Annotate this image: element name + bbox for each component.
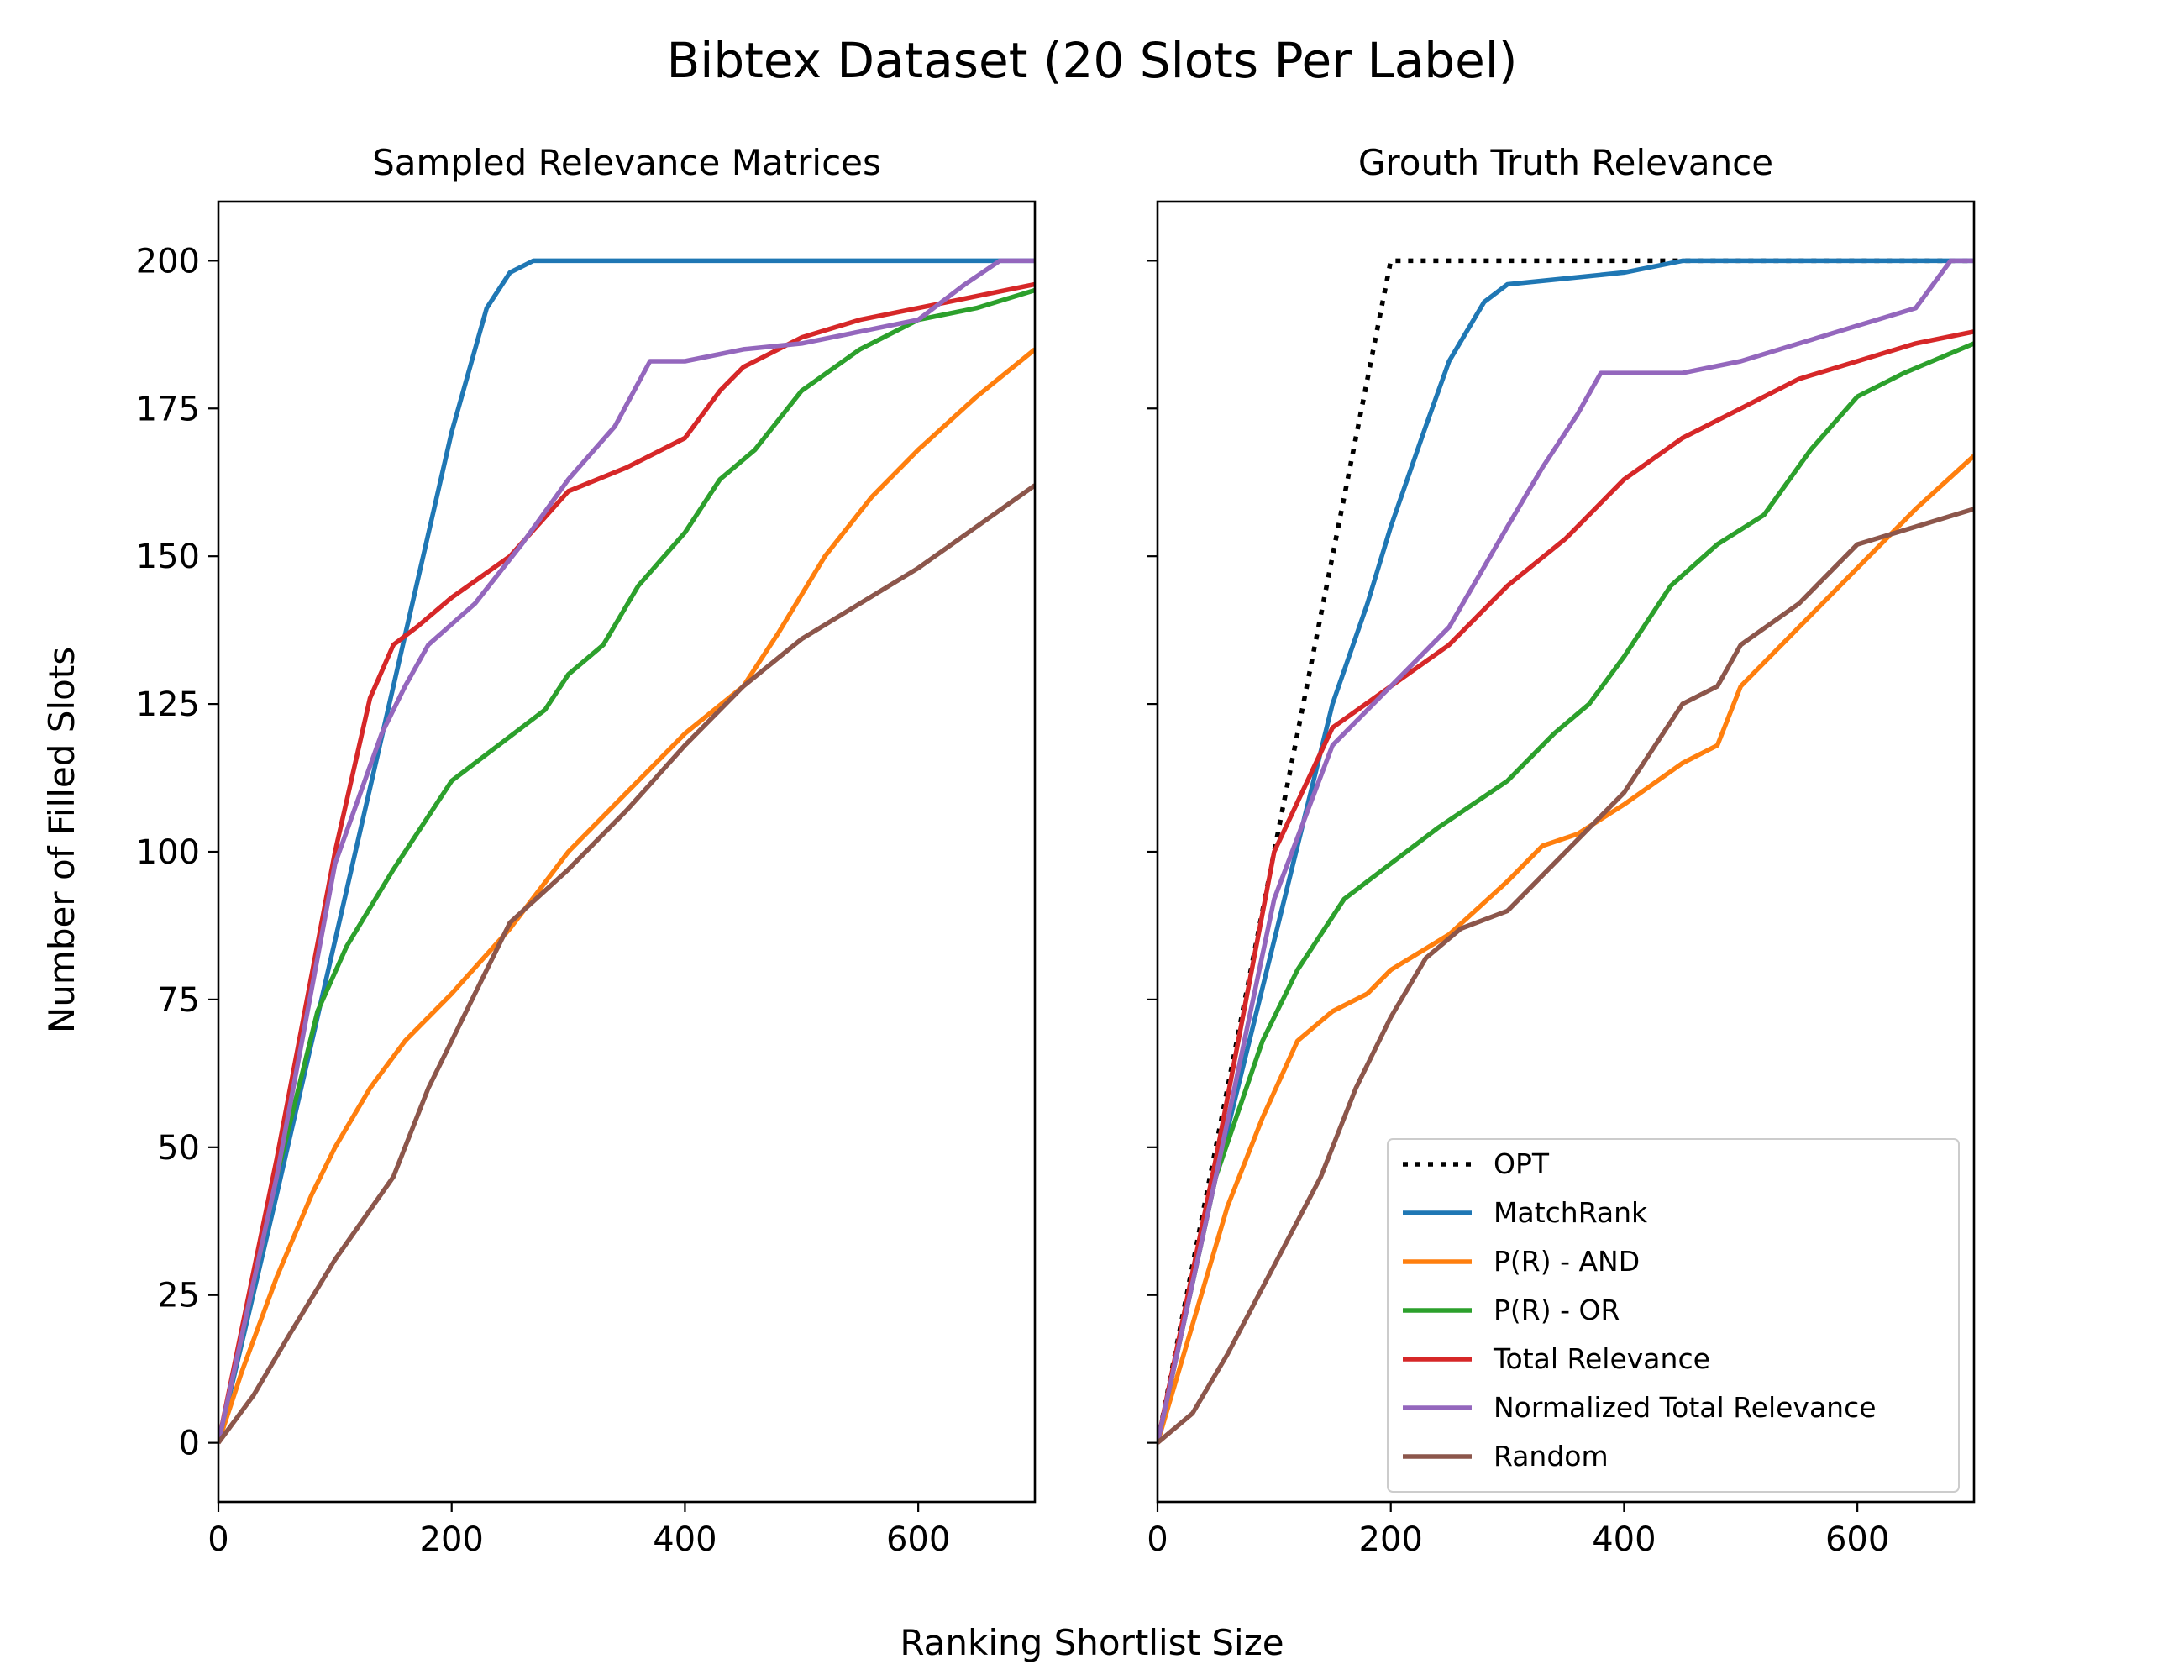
series-lines xyxy=(218,258,1035,1445)
panel-title: Grouth Truth Relevance xyxy=(1358,142,1773,183)
legend-box xyxy=(1387,1138,1960,1493)
x-tick-label: 200 xyxy=(1359,1520,1423,1559)
legend-label-total-relevance: Total Relevance xyxy=(1493,1342,1710,1375)
x-tick-label: 0 xyxy=(1147,1520,1168,1559)
y-tick-label: 100 xyxy=(136,833,200,872)
figure-suptitle: Bibtex Dataset (20 Slots Per Label) xyxy=(666,32,1517,89)
legend-label-random: Random xyxy=(1494,1440,1609,1473)
series-line-p-r-or xyxy=(1158,341,1974,1444)
y-tick-label: 25 xyxy=(157,1277,200,1315)
series-line-random xyxy=(1158,507,1974,1445)
x-tick-label: 600 xyxy=(1825,1520,1889,1559)
series-line-p-r-and xyxy=(1158,454,1974,1444)
y-tick-label: 150 xyxy=(136,538,200,576)
y-tick-label: 125 xyxy=(136,685,200,724)
y-tick-label: 175 xyxy=(136,390,200,428)
series-line-matchrank xyxy=(1158,258,1974,1444)
figure-xlabel: Ranking Shortlist Size xyxy=(900,1622,1284,1663)
series-line-random xyxy=(218,483,1035,1445)
series-line-total-relevance xyxy=(218,281,1035,1444)
legend-label-matchrank: MatchRank xyxy=(1494,1196,1648,1229)
series-line-total-relevance xyxy=(1158,329,1974,1444)
series-line-p-r-and xyxy=(218,347,1035,1444)
series-line-normalized-total-relevance xyxy=(218,258,1035,1444)
x-tick-label: 400 xyxy=(653,1520,717,1559)
y-tick-label: 200 xyxy=(136,242,200,281)
legend-label-normalized-total-relevance: Normalized Total Relevance xyxy=(1494,1391,1877,1424)
y-tick-label: 50 xyxy=(157,1129,200,1168)
figure-ylabel: Number of Filled Slots xyxy=(41,647,82,1033)
legend-label-p-r-or: P(R) - OR xyxy=(1494,1294,1620,1326)
series-line-p-r-or xyxy=(218,287,1035,1444)
series-lines xyxy=(1158,258,1974,1445)
legend: OPT MatchRank P(R) - AND P(R) - OR Total Rel… xyxy=(1387,1138,1960,1493)
legend-label-p-r-and: P(R) - AND xyxy=(1494,1245,1640,1278)
chart-panel-ground-truth-relevance: Grouth Truth Relevance 0 200 400 600 xyxy=(1147,142,1976,1559)
y-tick-label: 0 xyxy=(179,1425,200,1463)
x-tick-label: 400 xyxy=(1592,1520,1656,1559)
x-tick-label: 200 xyxy=(420,1520,484,1559)
legend-label-opt: OPT xyxy=(1494,1147,1550,1180)
series-line-normalized-total-relevance xyxy=(1158,258,1974,1444)
y-tick-label: 75 xyxy=(157,981,200,1020)
x-tick-label: 0 xyxy=(207,1520,228,1559)
panel-title: Sampled Relevance Matrices xyxy=(372,142,881,183)
chart-panel-sampled-relevance: Sampled Relevance Matrices 0 200 400 600 0 25 5… xyxy=(136,142,1037,1559)
x-tick-label: 600 xyxy=(886,1520,950,1559)
